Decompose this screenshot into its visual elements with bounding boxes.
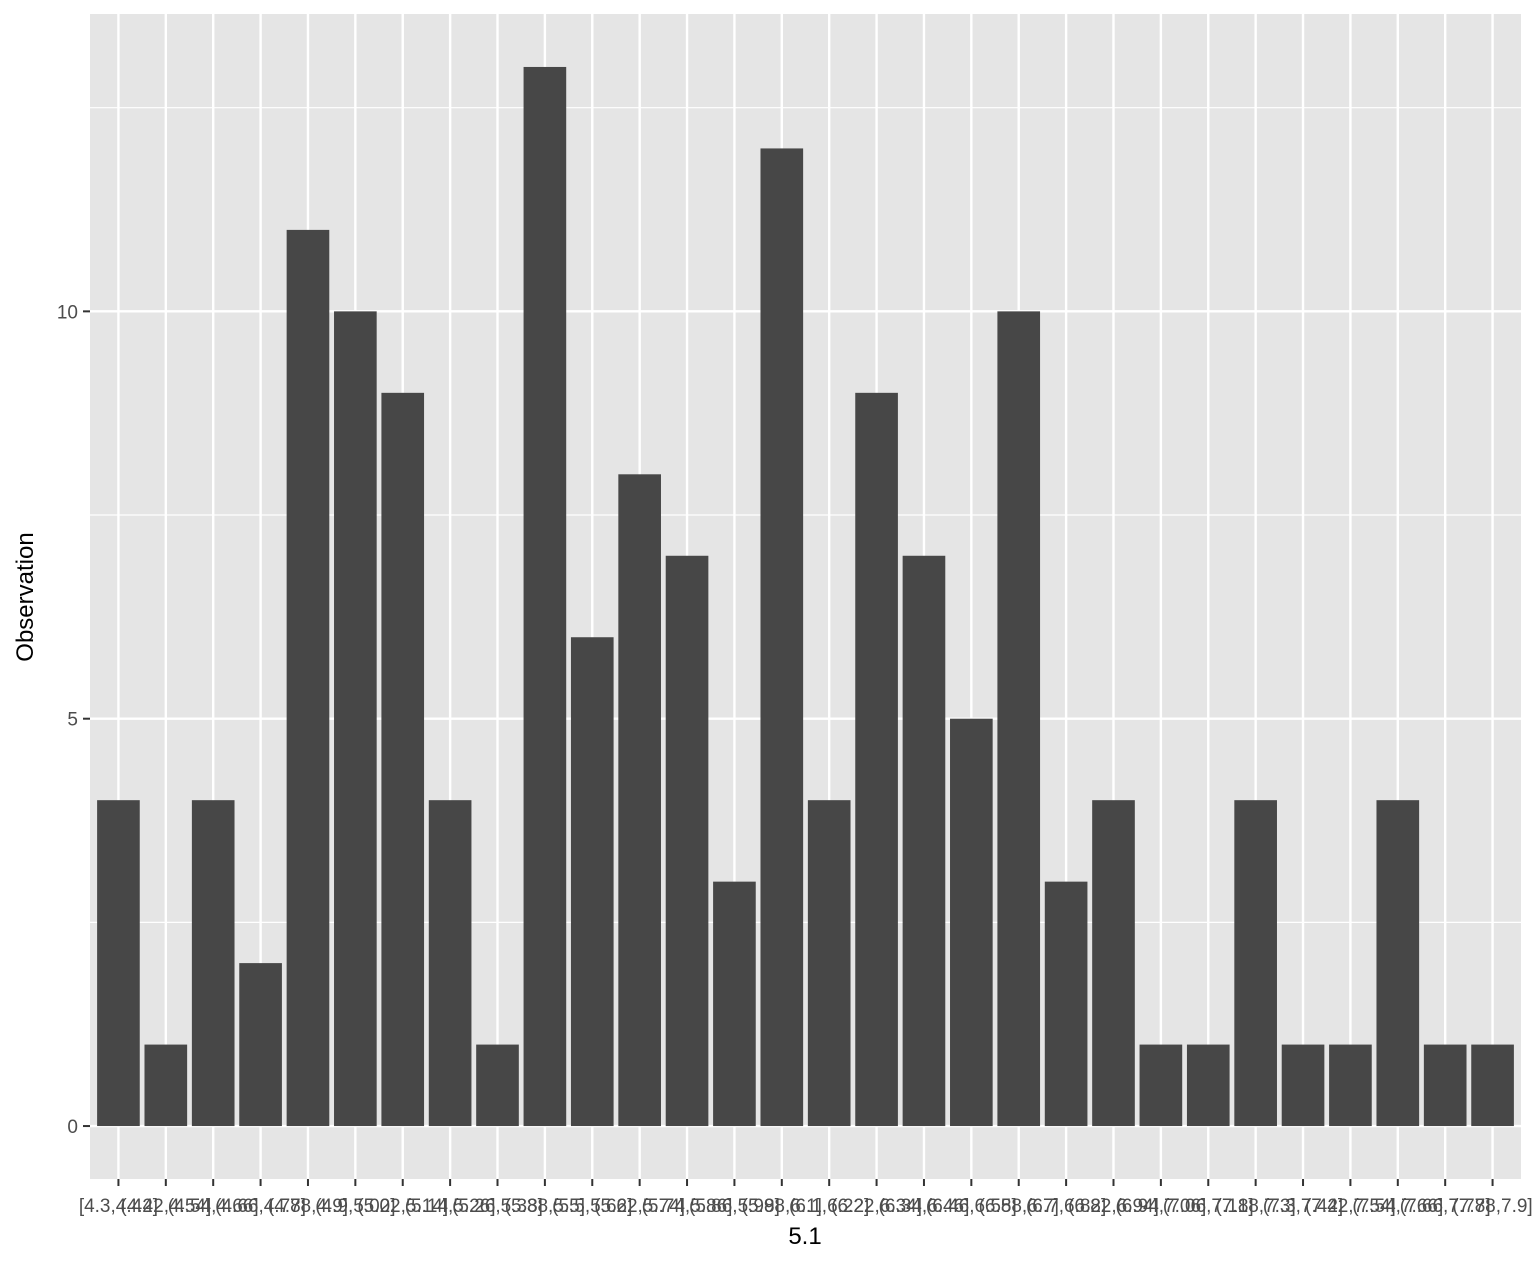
bar <box>1281 1044 1325 1127</box>
x-tick-label: (5.26,5.38] <box>452 1196 543 1217</box>
bar <box>902 555 946 1127</box>
y-tick-label: 0 <box>67 1117 78 1138</box>
bar <box>1376 800 1420 1127</box>
bar <box>97 800 140 1127</box>
x-tick-label: (4.78,4.9] <box>268 1196 348 1217</box>
x-tick-label: (7.78,7.9] <box>1452 1196 1532 1217</box>
x-tick-label: (7.54,7.66] <box>1352 1196 1443 1217</box>
bar <box>807 800 851 1127</box>
x-tick-label: (4.42,4.54] <box>120 1196 211 1217</box>
bar <box>760 148 804 1127</box>
x-tick-label: (6.22,6.34] <box>831 1196 922 1217</box>
bar <box>950 718 993 1127</box>
x-tick-label: (6.46,6.58] <box>926 1196 1017 1217</box>
x-tick-label: (4.66,4.78] <box>215 1196 306 1217</box>
y-axis: 0 5 10 <box>57 302 90 1138</box>
x-tick-label: (6.82,6.94] <box>1068 1196 1159 1217</box>
x-tick-label: (6.7,6.82] <box>1026 1196 1106 1217</box>
bar <box>239 963 282 1127</box>
bar <box>381 392 425 1127</box>
bar <box>570 637 614 1127</box>
x-tick-label: (5.14,5.26] <box>405 1196 496 1217</box>
x-tick-label: [4.3,4.42] <box>79 1196 158 1217</box>
bar <box>523 66 567 1127</box>
y-tick-label: 5 <box>67 710 78 731</box>
x-tick-label: (4.9,5.02] <box>315 1196 395 1217</box>
bar <box>334 311 377 1127</box>
bar <box>1186 1044 1230 1127</box>
x-tick-label: (5.38,5.5] <box>505 1196 585 1217</box>
bar <box>428 800 472 1127</box>
bar <box>1092 800 1135 1127</box>
x-tick-label: (6.94,7.06] <box>1115 1196 1206 1217</box>
x-tick-label: (5.86,5.98] <box>689 1196 780 1217</box>
x-tick-label: (7.66,7.78] <box>1400 1196 1491 1217</box>
bar <box>1139 1044 1183 1127</box>
bar <box>191 800 235 1127</box>
x-tick-label: (5.02,5.14] <box>357 1196 448 1217</box>
x-tick-label: (7.42,7.54] <box>1305 1196 1396 1217</box>
y-axis-title: Observation <box>12 532 39 661</box>
bar <box>1234 800 1277 1127</box>
x-axis-title: 5.1 <box>788 1223 821 1250</box>
bar <box>286 229 330 1127</box>
bar <box>855 392 898 1127</box>
x-tick-label: (7.06,7.18] <box>1163 1196 1254 1217</box>
bar <box>476 1044 519 1127</box>
x-tick-label: (6.1,6.22] <box>789 1196 869 1217</box>
bar <box>144 1044 188 1127</box>
x-tick-label: (5.74,5.86] <box>642 1196 733 1217</box>
bar <box>665 555 709 1127</box>
x-tick-label: (7.18,7.3] <box>1216 1196 1296 1217</box>
bar <box>1044 881 1088 1127</box>
bars <box>97 66 1514 1127</box>
bar <box>997 311 1041 1127</box>
bar <box>1423 1044 1467 1127</box>
x-tick-label: (6.34,6.46] <box>879 1196 970 1217</box>
x-tick-label: (5.62,5.74] <box>594 1196 685 1217</box>
x-axis: [4.3,4.42](4.42,4.54](4.54,4.66](4.66,4.… <box>79 1179 1533 1217</box>
bar <box>1329 1044 1372 1127</box>
x-tick-label: (5.98,6.1] <box>742 1196 822 1217</box>
x-tick-label: (4.54,4.66] <box>168 1196 259 1217</box>
bar <box>713 881 756 1127</box>
x-tick-label: (6.58,6.7] <box>979 1196 1059 1217</box>
bar <box>1471 1044 1514 1127</box>
bar <box>618 474 661 1127</box>
y-tick-label: 10 <box>57 302 78 323</box>
x-tick-label: (7.3,7.42] <box>1263 1196 1343 1217</box>
x-tick-label: (5.5,5.62] <box>552 1196 632 1217</box>
